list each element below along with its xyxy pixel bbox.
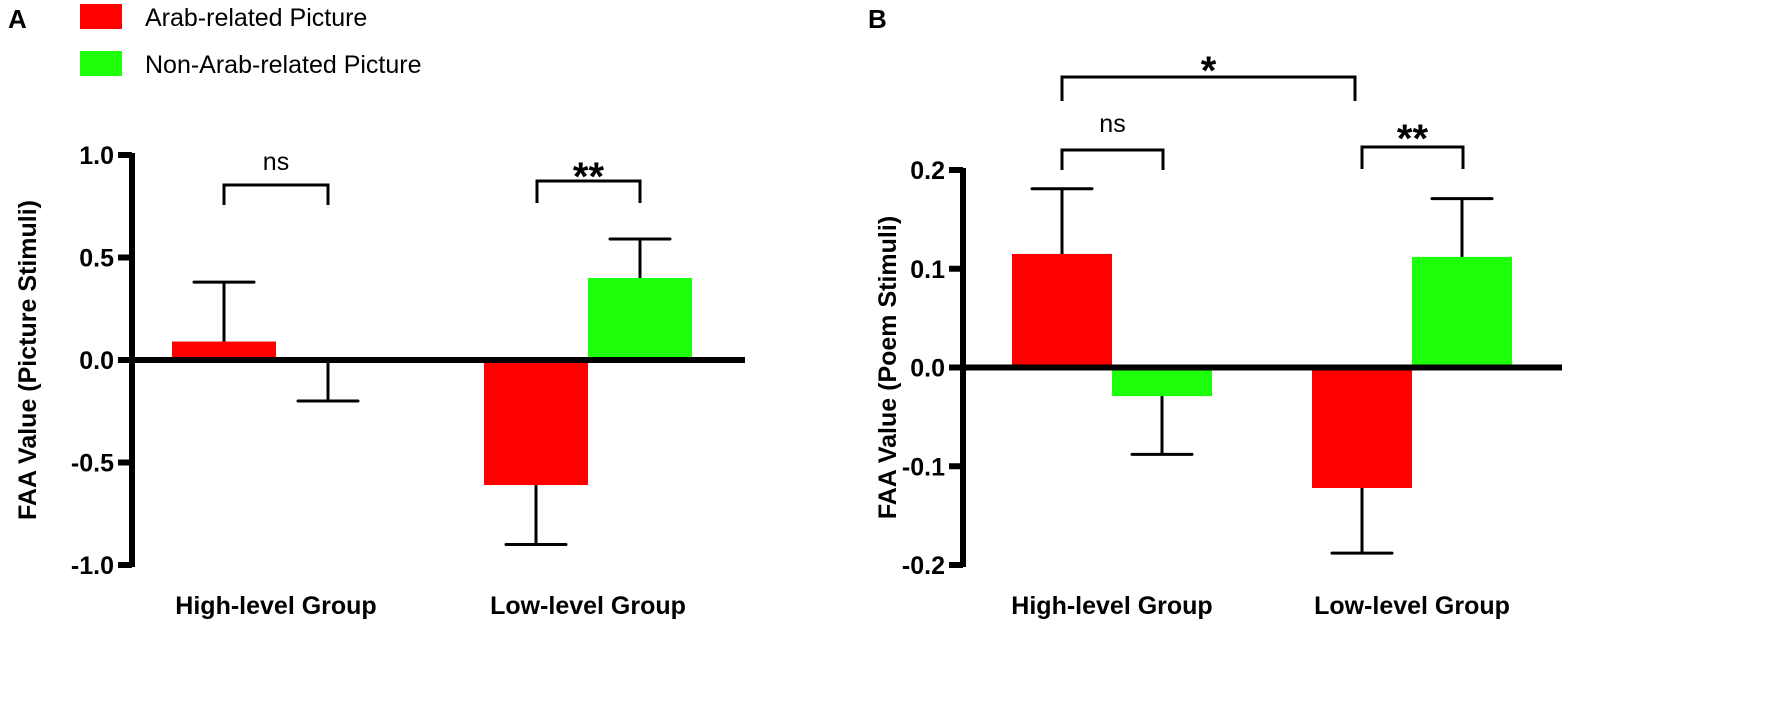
significance-label: ** <box>1397 117 1429 161</box>
x-tick-label: Low-level Group <box>490 592 686 620</box>
y-tick-label: 1.0 <box>79 142 114 170</box>
panel-label-b: B <box>868 4 887 34</box>
significance-bracket <box>1360 145 1465 169</box>
significance-label: ** <box>573 155 605 199</box>
panel-label-a: A <box>8 4 27 34</box>
significance-bracket <box>1060 75 1357 101</box>
bar <box>1012 253 1112 368</box>
y-axis-label: FAA Value (Poem Stimuli) <box>874 216 902 519</box>
bar <box>1312 367 1412 488</box>
y-tick-label: 0.2 <box>910 157 945 185</box>
panel-b: 0.2 0.1 0.0 -0.1 -0.2 High-level Group Low-lev… <box>874 49 1562 620</box>
bar <box>588 278 692 360</box>
y-tick-label: 0.0 <box>79 347 114 375</box>
legend-label-arab: Arab-related Picture <box>145 4 367 32</box>
bar <box>484 360 588 486</box>
x-tick-label: High-level Group <box>175 592 376 620</box>
legend-label-non-arab: Non-Arab-related Picture <box>145 51 422 79</box>
panel-a: 1.0 0.5 0.0 -0.5 -1.0 High-level Group Low-lev… <box>14 142 745 620</box>
legend: Arab-related Picture Non-Arab-related Pi… <box>80 4 422 79</box>
y-tick-label: 0.0 <box>910 355 945 383</box>
legend-swatch-non-arab <box>80 51 122 76</box>
x-tick-label: High-level Group <box>1011 592 1212 620</box>
y-tick-label: -0.2 <box>902 552 945 580</box>
bar <box>1412 256 1512 368</box>
y-tick-label: 0.1 <box>910 256 945 284</box>
y-tick-label: -0.1 <box>902 453 945 481</box>
bar <box>172 341 276 360</box>
y-tick-label: 0.5 <box>79 245 114 273</box>
significance-label: * <box>1201 49 1217 93</box>
significance-bracket <box>535 179 642 203</box>
y-tick-label: -1.0 <box>71 552 114 580</box>
y-axis-label: FAA Value (Picture Stimuli) <box>14 200 42 520</box>
significance-label: ns <box>1099 110 1125 138</box>
significance-label: ns <box>263 148 289 176</box>
significance-bracket <box>1060 148 1165 170</box>
y-tick-label: -0.5 <box>71 450 114 478</box>
bar <box>1112 367 1212 397</box>
significance-bracket <box>222 183 330 205</box>
legend-swatch-arab <box>80 4 122 29</box>
x-tick-label: Low-level Group <box>1314 592 1510 620</box>
